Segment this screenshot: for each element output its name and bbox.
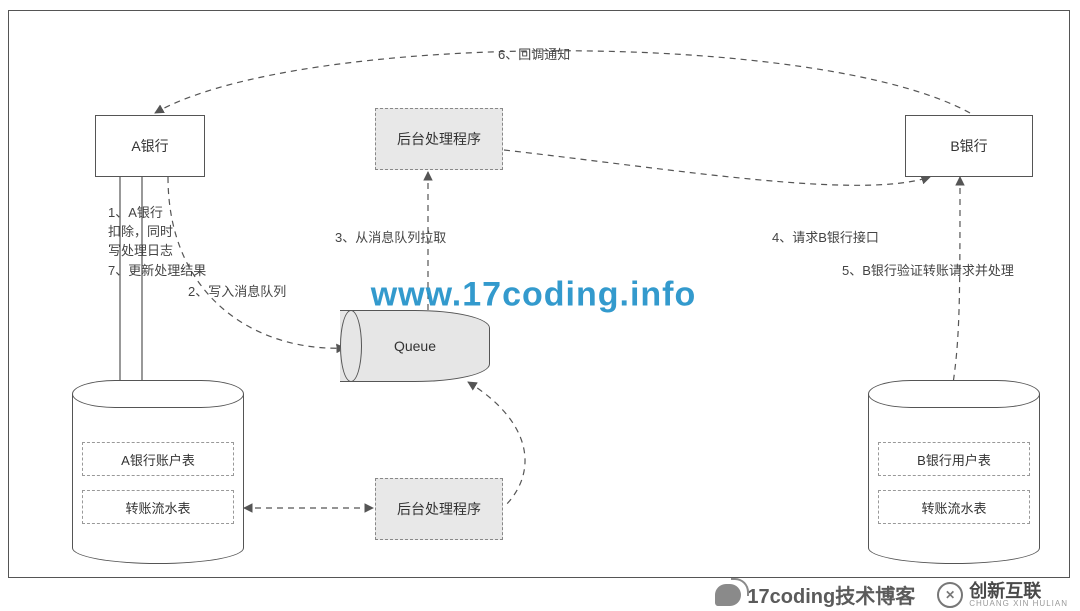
- footer-brand: ✕ 创新互联 CHUANG XIN HULIAN: [937, 582, 1068, 608]
- edge-label-2: 2、写入消息队列: [188, 283, 286, 302]
- wechat-icon: [715, 584, 741, 606]
- db-slot-label: 转账流水表: [125, 498, 190, 517]
- footer-blog-text: 17coding技术博客: [747, 580, 915, 609]
- node-proc-top: 后台处理程序: [375, 108, 503, 170]
- node-proc-bottom: 后台处理程序: [375, 478, 503, 540]
- edge-e5: [952, 177, 960, 390]
- node-bank-b: B银行: [905, 115, 1033, 177]
- db-slot-label: 转账流水表: [921, 498, 986, 517]
- node-label: 后台处理程序: [397, 499, 481, 519]
- edge-label-3: 3、从消息队列拉取: [335, 229, 446, 248]
- edge-e4: [504, 150, 930, 185]
- node-label: A银行: [131, 136, 168, 156]
- node-db-a: A银行账户表 转账流水表: [72, 380, 244, 564]
- edge-label-5: 5、B银行验证转账请求并处理: [842, 262, 1014, 281]
- footer-brand-text: 创新互联: [969, 581, 1041, 601]
- edge-label-7: 7、更新处理结果: [108, 262, 206, 281]
- node-label: 后台处理程序: [397, 129, 481, 149]
- node-queue: Queue: [340, 310, 490, 382]
- diagram-stage: { "canvas": { "w": 1080, "h": 611, "bg":…: [0, 0, 1080, 611]
- node-label: Queue: [394, 338, 436, 354]
- db-slot-label: B银行用户表: [917, 450, 991, 469]
- footer-blog: 17coding技术博客: [715, 580, 915, 609]
- edge-label-6: 6、回调通知: [498, 46, 570, 65]
- footer: 17coding技术博客 ✕ 创新互联 CHUANG XIN HULIAN: [715, 580, 1068, 609]
- node-label: B银行: [950, 136, 987, 156]
- brand-icon: ✕: [937, 582, 963, 608]
- footer-brand-sub: CHUANG XIN HULIAN: [969, 600, 1068, 608]
- node-db-b: B银行用户表 转账流水表: [868, 380, 1040, 564]
- edge-label-4: 4、请求B银行接口: [772, 229, 879, 248]
- edge-label-1: 1、A银行 扣除，同时 写处理日志: [108, 204, 173, 261]
- node-bank-a: A银行: [95, 115, 205, 177]
- db-slot-label: A银行账户表: [121, 450, 195, 469]
